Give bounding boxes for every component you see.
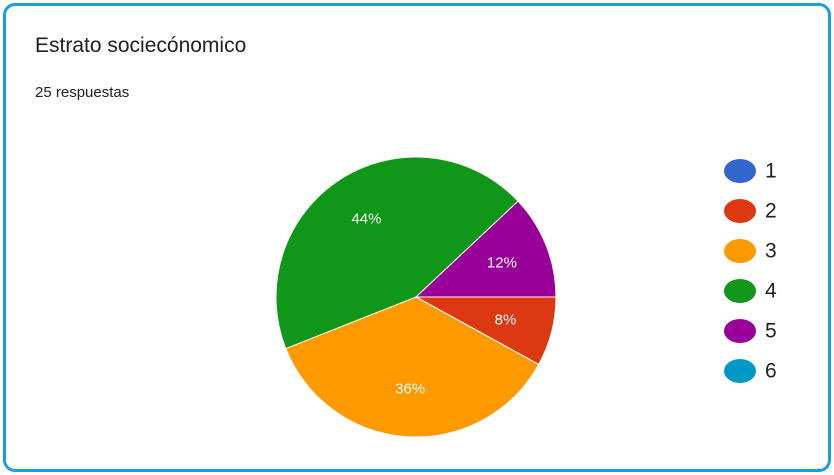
legend-item-6[interactable]: 6 bbox=[724, 359, 777, 383]
pie-slice-5[interactable] bbox=[414, 200, 557, 298]
legend-item-4[interactable]: 4 bbox=[724, 279, 777, 303]
response-count: 25 respuestas bbox=[35, 84, 130, 101]
pie-slices bbox=[275, 156, 557, 438]
chart-legend: 1 2 3 4 5 6 bbox=[724, 159, 777, 383]
question-title: Estrato sociecónomico bbox=[35, 34, 247, 57]
slice-label-2: 8% bbox=[495, 311, 517, 328]
legend-label-5: 5 bbox=[765, 320, 777, 343]
pie-slice-labels: 8% 36% 44% 12% bbox=[351, 210, 516, 397]
legend-label-4: 4 bbox=[765, 280, 777, 303]
legend-swatch-2 bbox=[724, 199, 756, 223]
legend-item-1[interactable]: 1 bbox=[724, 159, 777, 183]
slice-label-4: 44% bbox=[351, 210, 381, 227]
legend-swatch-1 bbox=[724, 159, 756, 183]
slice-label-5: 12% bbox=[487, 254, 517, 271]
legend-swatch-4 bbox=[724, 279, 756, 303]
pie-slice-3[interactable] bbox=[285, 296, 540, 438]
legend-swatch-5 bbox=[724, 319, 756, 343]
legend-label-1: 1 bbox=[765, 160, 777, 183]
legend-item-5[interactable]: 5 bbox=[724, 319, 777, 343]
legend-swatch-3 bbox=[724, 239, 756, 263]
legend-item-3[interactable]: 3 bbox=[724, 239, 777, 263]
slice-label-3: 36% bbox=[395, 381, 425, 398]
legend-label-3: 3 bbox=[765, 240, 777, 263]
legend-label-6: 6 bbox=[765, 360, 777, 383]
pie-slice-4[interactable] bbox=[275, 156, 519, 350]
legend-swatch-6 bbox=[724, 359, 756, 383]
response-summary-card: Estrato sociecónomico 25 respuestas 8% 36… bbox=[3, 3, 831, 472]
legend-label-2: 2 bbox=[765, 200, 777, 223]
legend-item-2[interactable]: 2 bbox=[724, 199, 777, 223]
pie-chart: 8% 36% 44% 12% 1 2 3 4 5 6 bbox=[275, 156, 777, 438]
